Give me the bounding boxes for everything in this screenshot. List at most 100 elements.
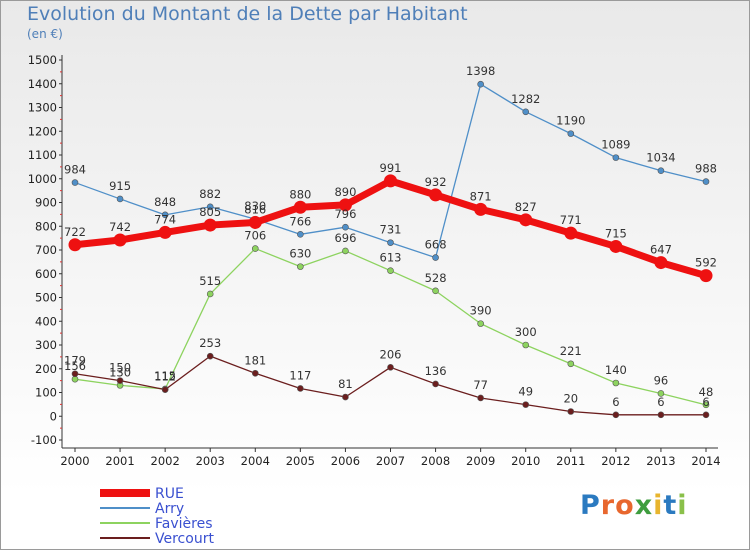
data-point-arry bbox=[567, 130, 575, 137]
data-label-rue: 991 bbox=[380, 161, 402, 175]
data-label-arry: 915 bbox=[109, 179, 131, 193]
x-tick-label: 2007 bbox=[376, 454, 405, 468]
x-tick-label: 2013 bbox=[646, 454, 675, 468]
data-label-arry: 1282 bbox=[511, 92, 540, 106]
x-tick-label: 2003 bbox=[196, 454, 225, 468]
proxiti-logo-letter: o bbox=[615, 490, 635, 521]
data-point-favières bbox=[297, 263, 304, 270]
data-point-arry bbox=[342, 223, 349, 231]
data-point-vercourt bbox=[297, 385, 304, 392]
data-point-vercourt bbox=[567, 408, 575, 415]
data-point-rue bbox=[609, 239, 623, 253]
data-label-vercourt: 179 bbox=[64, 354, 86, 368]
chart-subtitle: (en €) bbox=[27, 27, 63, 41]
y-tick-label: 800 bbox=[35, 219, 57, 233]
data-point-arry bbox=[702, 178, 710, 185]
data-point-favières bbox=[522, 341, 530, 349]
proxiti-logo-letter: x bbox=[634, 490, 654, 521]
legend-label-rue: RUE bbox=[155, 486, 184, 502]
x-tick-label: 2006 bbox=[331, 454, 360, 468]
x-tick-label: 2001 bbox=[105, 454, 134, 468]
data-label-arry: 882 bbox=[199, 187, 221, 201]
y-tick-label: 1200 bbox=[28, 124, 57, 138]
data-label-rue: 932 bbox=[425, 175, 447, 189]
data-label-vercourt: 6 bbox=[657, 395, 664, 409]
data-point-favières bbox=[567, 360, 575, 368]
legend-label-vercourt: Vercourt bbox=[155, 531, 214, 547]
legend-label-favières: Favières bbox=[155, 516, 213, 532]
data-label-favières: 221 bbox=[560, 344, 582, 358]
y-tick-label: 0 bbox=[50, 409, 57, 423]
data-point-favières bbox=[387, 267, 394, 274]
x-tick-label: 2010 bbox=[511, 454, 540, 468]
y-tick-label: 200 bbox=[35, 362, 57, 376]
proxiti-logo-letter: t bbox=[663, 490, 678, 521]
data-point-rue bbox=[338, 198, 352, 212]
data-label-rue: 742 bbox=[109, 220, 131, 234]
data-point-favières bbox=[657, 390, 665, 397]
x-tick-label: 2008 bbox=[421, 454, 450, 468]
data-label-vercourt: 6 bbox=[702, 395, 709, 409]
data-point-vercourt bbox=[161, 386, 169, 393]
y-tick-label: 100 bbox=[35, 386, 57, 400]
data-point-favières bbox=[342, 247, 349, 255]
data-point-rue bbox=[248, 215, 262, 229]
data-label-arry: 830 bbox=[244, 199, 266, 213]
data-point-favières bbox=[612, 379, 620, 387]
data-label-vercourt: 117 bbox=[289, 368, 311, 382]
data-label-favières: 706 bbox=[244, 229, 266, 243]
y-tick-label: 1100 bbox=[28, 148, 57, 162]
data-point-vercourt bbox=[342, 393, 349, 401]
data-point-vercourt bbox=[657, 411, 665, 419]
data-label-arry: 988 bbox=[695, 162, 717, 176]
data-label-vercourt: 49 bbox=[518, 385, 533, 399]
y-tick-label: 1300 bbox=[28, 101, 57, 115]
data-point-arry bbox=[206, 203, 214, 211]
data-label-favières: 96 bbox=[654, 373, 669, 387]
data-point-favières bbox=[432, 287, 439, 295]
data-label-arry: 984 bbox=[64, 163, 86, 177]
data-label-arry: 1034 bbox=[646, 151, 675, 165]
data-point-vercourt bbox=[206, 352, 214, 360]
y-tick-label: 900 bbox=[35, 196, 57, 210]
data-label-vercourt: 181 bbox=[244, 353, 266, 367]
data-point-vercourt bbox=[702, 411, 710, 419]
data-label-favières: 696 bbox=[334, 231, 356, 245]
data-label-favières: 130 bbox=[109, 365, 131, 379]
legend-label-arry: Arry bbox=[155, 501, 184, 517]
data-label-rue: 771 bbox=[560, 213, 582, 227]
data-point-rue bbox=[68, 238, 82, 252]
data-label-arry: 668 bbox=[425, 238, 447, 252]
data-point-rue bbox=[519, 213, 533, 227]
data-point-rue bbox=[429, 188, 443, 202]
data-label-rue: 722 bbox=[64, 225, 86, 239]
chart-title: Evolution du Montant de la Dette par Hab… bbox=[27, 3, 468, 25]
data-label-rue: 880 bbox=[289, 187, 311, 201]
data-point-rue bbox=[384, 174, 397, 188]
x-tick-label: 2011 bbox=[556, 454, 585, 468]
y-tick-label: 1000 bbox=[28, 172, 57, 186]
data-label-arry: 1190 bbox=[556, 114, 585, 128]
data-label-arry: 796 bbox=[334, 207, 356, 221]
data-label-vercourt: 150 bbox=[109, 361, 131, 375]
data-point-rue bbox=[113, 233, 127, 247]
data-label-vercourt: 206 bbox=[380, 347, 402, 361]
data-point-rue bbox=[654, 256, 668, 270]
data-label-rue: 805 bbox=[199, 205, 221, 219]
data-label-arry: 731 bbox=[380, 223, 402, 237]
data-point-rue bbox=[203, 218, 217, 232]
proxiti-logo-letter: i bbox=[677, 490, 688, 521]
data-point-arry bbox=[71, 179, 79, 186]
data-label-arry: 766 bbox=[289, 214, 311, 228]
x-tick-label: 2014 bbox=[691, 454, 720, 468]
data-label-favières: 48 bbox=[699, 385, 714, 399]
data-label-vercourt: 77 bbox=[473, 378, 488, 392]
data-label-rue: 774 bbox=[154, 212, 176, 226]
data-label-rue: 890 bbox=[334, 185, 356, 199]
data-point-vercourt bbox=[116, 377, 124, 384]
data-label-favières: 300 bbox=[515, 325, 537, 339]
data-point-rue bbox=[293, 200, 307, 214]
y-tick-label: 300 bbox=[35, 338, 57, 352]
data-label-vercourt: 20 bbox=[563, 392, 578, 406]
y-tick-label: 1400 bbox=[28, 77, 57, 91]
